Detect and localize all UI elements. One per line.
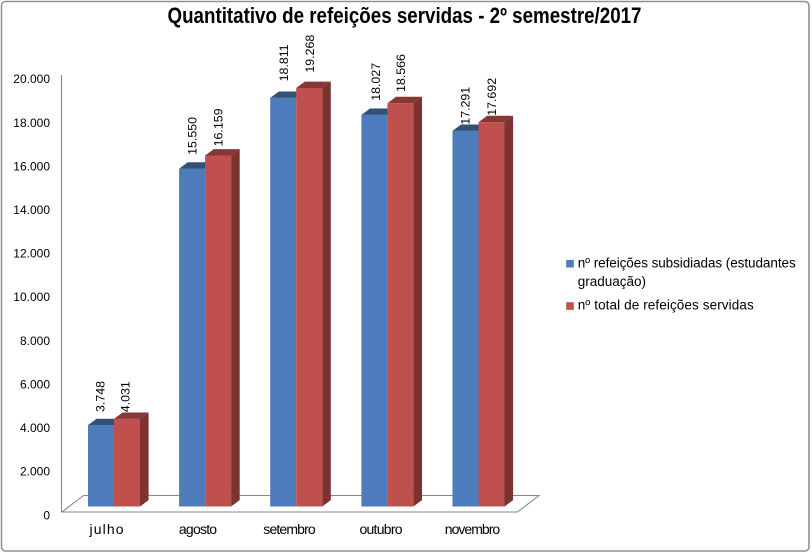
svg-text:6.000: 6.000 [20,377,50,391]
svg-text:Quantitativo de refeições serv: Quantitativo de refeições servidas - 2º … [168,3,642,28]
svg-text:8.000: 8.000 [20,334,50,348]
svg-text:outubro: outubro [359,521,402,537]
svg-text:18.566: 18.566 [394,54,408,92]
svg-text:4.000: 4.000 [20,421,50,435]
svg-text:4.031: 4.031 [119,381,133,412]
svg-text:12.000: 12.000 [13,247,50,261]
svg-text:10.000: 10.000 [13,290,50,304]
svg-text:nº refeições subsidiadas (estu: nº refeições subsidiadas (estudantes [578,255,796,270]
svg-text:20.000: 20.000 [13,72,50,86]
svg-text:17.692: 17.692 [485,78,499,116]
svg-text:3.748: 3.748 [94,381,108,412]
svg-text:setembro: setembro [263,521,316,537]
svg-text:18.000: 18.000 [13,116,50,130]
svg-text:15.550: 15.550 [186,117,200,155]
svg-text:0: 0 [43,509,50,523]
svg-text:16.159: 16.159 [211,108,225,146]
svg-text:19.268: 19.268 [303,35,317,73]
svg-text:14.000: 14.000 [13,203,50,217]
svg-text:julho: julho [89,521,124,537]
svg-text:18.811: 18.811 [277,44,291,81]
svg-text:17.291: 17.291 [459,87,473,125]
svg-text:16.000: 16.000 [13,159,50,173]
svg-text:novembro: novembro [445,521,501,537]
svg-text:2.000: 2.000 [20,465,50,479]
svg-text:agosto: agosto [179,521,217,537]
svg-text:graduação): graduação) [578,274,646,289]
svg-text:nº total de refeições servidas: nº total de refeições servidas [578,298,754,313]
svg-text:18.027: 18.027 [369,63,383,101]
